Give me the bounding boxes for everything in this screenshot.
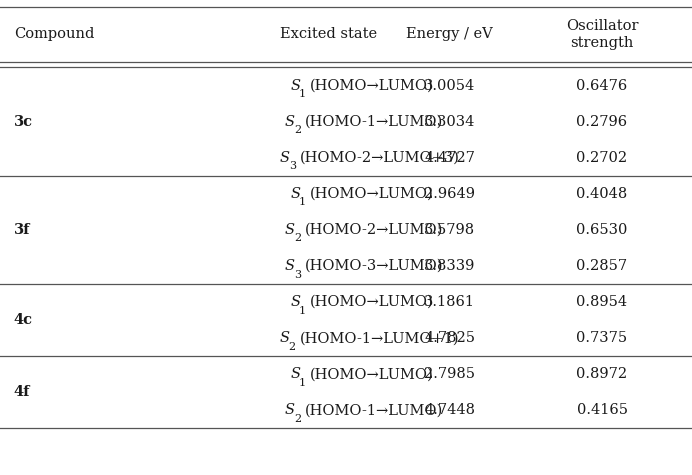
Text: 2.7985: 2.7985 <box>424 367 475 381</box>
Text: (HOMO→LUMO): (HOMO→LUMO) <box>310 78 434 93</box>
Text: 4.7448: 4.7448 <box>424 403 475 418</box>
Text: (HOMO-3→LUMO): (HOMO-3→LUMO) <box>305 259 444 273</box>
Text: 0.2702: 0.2702 <box>576 151 628 165</box>
Text: 1: 1 <box>299 305 307 316</box>
Text: 2.9649: 2.9649 <box>424 187 475 201</box>
Text: (HOMO→LUMO): (HOMO→LUMO) <box>310 367 434 381</box>
Text: S: S <box>285 223 295 237</box>
Text: (HOMO→LUMO): (HOMO→LUMO) <box>310 295 434 309</box>
Text: S: S <box>290 78 300 93</box>
Text: 1: 1 <box>299 197 307 208</box>
Text: 3: 3 <box>294 269 301 280</box>
Text: 2: 2 <box>294 125 301 135</box>
Text: 4.4727: 4.4727 <box>424 151 475 165</box>
Text: 3.0054: 3.0054 <box>424 78 475 93</box>
Text: Oscillator
strength: Oscillator strength <box>566 19 638 50</box>
Text: 0.2857: 0.2857 <box>576 259 628 273</box>
Text: (HOMO-2→LUMO+3): (HOMO-2→LUMO+3) <box>300 151 459 165</box>
Text: 3.8339: 3.8339 <box>424 259 475 273</box>
Text: 0.7375: 0.7375 <box>576 331 628 345</box>
Text: 1: 1 <box>299 378 307 388</box>
Text: 4c: 4c <box>14 313 33 327</box>
Text: 0.2796: 0.2796 <box>576 114 628 129</box>
Text: S: S <box>280 151 290 165</box>
Text: (HOMO-1→LUMO+1): (HOMO-1→LUMO+1) <box>300 331 459 345</box>
Text: 0.6476: 0.6476 <box>576 78 628 93</box>
Text: Excited state: Excited state <box>280 28 377 41</box>
Text: 0.4165: 0.4165 <box>576 403 628 418</box>
Text: 0.8954: 0.8954 <box>576 295 628 309</box>
Text: S: S <box>280 331 290 345</box>
Text: 3.1861: 3.1861 <box>424 295 475 309</box>
Text: S: S <box>285 403 295 418</box>
Text: 1: 1 <box>299 89 307 99</box>
Text: 3: 3 <box>289 161 296 171</box>
Text: S: S <box>285 259 295 273</box>
Text: S: S <box>290 367 300 381</box>
Text: 3.5798: 3.5798 <box>424 223 475 237</box>
Text: (HOMO→LUMO): (HOMO→LUMO) <box>310 187 434 201</box>
Text: S: S <box>290 295 300 309</box>
Text: 3.3034: 3.3034 <box>424 114 475 129</box>
Text: (HOMO-2→LUMO): (HOMO-2→LUMO) <box>305 223 444 237</box>
Text: 4f: 4f <box>14 385 30 399</box>
Text: 2: 2 <box>289 342 296 352</box>
Text: S: S <box>285 114 295 129</box>
Text: (HOMO-1→LUMO): (HOMO-1→LUMO) <box>305 114 444 129</box>
Text: Compound: Compound <box>14 28 94 41</box>
Text: 0.8972: 0.8972 <box>576 367 628 381</box>
Text: 4.7825: 4.7825 <box>424 331 475 345</box>
Text: Energy / eV: Energy / eV <box>406 28 493 41</box>
Text: 0.4048: 0.4048 <box>576 187 628 201</box>
Text: 2: 2 <box>294 414 301 424</box>
Text: 0.6530: 0.6530 <box>576 223 628 237</box>
Text: 3c: 3c <box>14 114 33 129</box>
Text: S: S <box>290 187 300 201</box>
Text: (HOMO-1→LUMO): (HOMO-1→LUMO) <box>305 403 444 418</box>
Text: 2: 2 <box>294 233 301 244</box>
Text: 3f: 3f <box>14 223 30 237</box>
